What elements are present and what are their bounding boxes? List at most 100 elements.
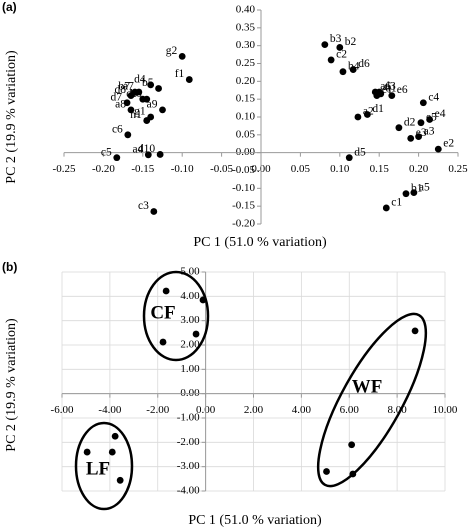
cluster-label: LF — [86, 458, 110, 479]
point-label: d5 — [354, 146, 366, 158]
point-label: f1 — [175, 68, 185, 80]
point-label: a7 — [123, 81, 134, 93]
point-label: c6 — [112, 123, 123, 135]
point-label: e6 — [397, 84, 408, 96]
point-label: d3 — [384, 81, 396, 93]
point — [108, 448, 116, 456]
y-tick-label: 0.30 — [236, 39, 256, 51]
x-tick-label: -4.00 — [98, 404, 121, 416]
point — [192, 330, 200, 338]
x-tick-label: -2.00 — [146, 404, 169, 416]
point-label: d8 — [114, 84, 126, 96]
point — [402, 190, 410, 198]
point — [345, 154, 353, 162]
y-tick-label: 3.00 — [180, 314, 200, 326]
point-label: d7 — [111, 91, 123, 103]
point-label: d9 — [126, 88, 138, 100]
point — [147, 81, 155, 89]
point — [407, 135, 415, 142]
point — [411, 327, 419, 335]
plot: -0.25 -0.20 -0.15 -0.10 -0.05 0.00 0.05 0.10 0.1… — [53, 4, 469, 230]
point — [162, 287, 170, 295]
point — [156, 151, 164, 158]
y-tick-label: -3.00 — [177, 460, 200, 472]
point — [348, 441, 356, 449]
x-tick-label: 4.00 — [292, 404, 312, 416]
x-tick-label: -0.20 — [92, 163, 115, 175]
point-label: a4 — [132, 143, 143, 155]
point-label: g2 — [166, 45, 178, 57]
y-axis-title: PC 2 (19.9 % variation) — [4, 50, 19, 184]
point-label: b2 — [345, 36, 357, 48]
y-tick-label: 1.00 — [180, 363, 200, 375]
x-tick-label: -6.00 — [51, 404, 74, 416]
point-label: d1 — [372, 103, 384, 115]
point-label: e1 — [382, 84, 393, 96]
y-tick-label: 0.15 — [236, 93, 256, 105]
x-tick-label: 2.00 — [244, 404, 264, 416]
x-tick-label: -0.15 — [131, 163, 154, 175]
point — [113, 154, 121, 162]
point — [135, 88, 143, 96]
point-label: e4 — [435, 108, 446, 120]
x-tick-label: 0.20 — [409, 163, 429, 175]
point — [382, 204, 390, 212]
point-label: a9 — [147, 99, 158, 111]
y-tick-label: 4.00 — [180, 290, 200, 302]
point-label: b1 — [411, 182, 423, 194]
y-tick-label: -0.20 — [232, 218, 255, 230]
point-label: a5 — [419, 181, 430, 193]
y-tick-label: 2.00 — [180, 339, 200, 351]
point-label: c1 — [391, 197, 402, 209]
x-tick-label: 0.05 — [291, 163, 311, 175]
cluster-label: CF — [150, 302, 175, 323]
x-axis-title: PC 1 (51.0 % variation) — [193, 235, 327, 250]
point — [185, 76, 193, 83]
y-tick-label: 0.40 — [236, 4, 256, 16]
point-label: d4 — [134, 74, 146, 86]
point-label: a8 — [115, 99, 126, 111]
x-tick-label: 10.00 — [433, 404, 458, 416]
panel-label: (a) — [2, 0, 17, 14]
cluster-ellipse — [74, 421, 134, 511]
point — [349, 66, 357, 73]
point — [419, 99, 427, 107]
point — [354, 113, 362, 121]
point — [159, 106, 166, 114]
point-label: b5 — [142, 77, 154, 89]
point — [143, 95, 151, 103]
y-tick-label: 0.35 — [236, 21, 256, 33]
y-tick-label: 0.10 — [236, 111, 256, 123]
point-label: e2 — [443, 138, 454, 150]
point — [339, 68, 347, 76]
point — [111, 432, 119, 440]
y-tick-label: -0.10 — [232, 182, 255, 194]
point — [155, 85, 162, 92]
point-label: a1 — [386, 82, 397, 94]
y-tick-label: -2.00 — [177, 436, 200, 448]
y-tick-label: -0.05 — [232, 164, 255, 176]
point-label: h1 — [130, 109, 142, 121]
point-label: b3 — [330, 33, 342, 45]
y-tick-label: 0.05 — [236, 128, 256, 140]
point — [123, 99, 131, 107]
point-label: c4 — [428, 91, 439, 103]
point — [388, 92, 396, 99]
x-tick-label: 6.00 — [340, 404, 360, 416]
point — [395, 124, 403, 132]
point — [178, 52, 186, 60]
point — [127, 106, 135, 114]
cluster-ellipse — [142, 270, 210, 362]
point-label: d10 — [138, 143, 156, 155]
point-label: c3 — [138, 200, 149, 212]
point-label: e3 — [416, 127, 427, 139]
y-tick-label: -0.15 — [232, 200, 255, 212]
x-tick-label: 0.25 — [448, 163, 468, 175]
point-label: d6 — [358, 58, 370, 70]
x-tick-label: 0.10 — [330, 163, 350, 175]
point — [410, 189, 418, 197]
point — [336, 44, 344, 51]
panel-label: (b) — [2, 260, 17, 274]
x-tick-label: 0.15 — [370, 163, 390, 175]
